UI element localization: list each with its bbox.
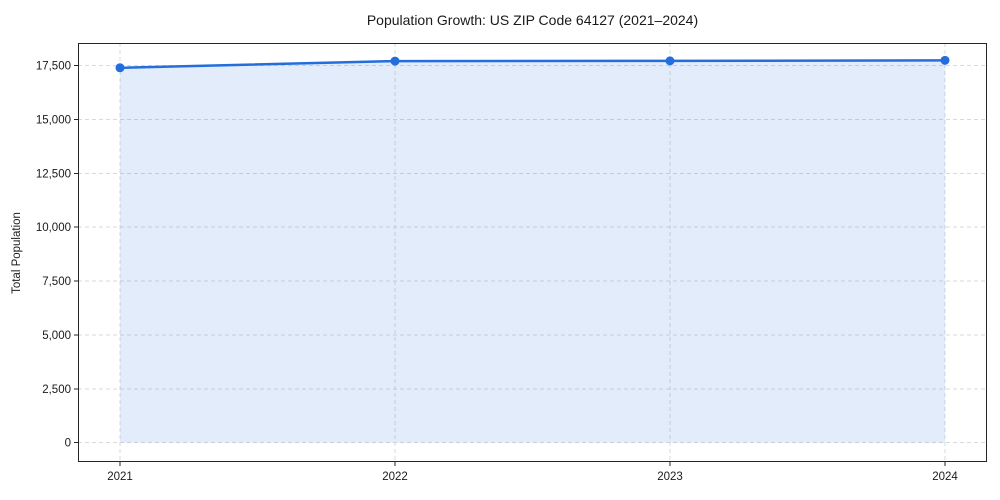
data-point-marker xyxy=(115,63,125,73)
data-point-marker xyxy=(940,55,950,65)
chart-title: Population Growth: US ZIP Code 64127 (20… xyxy=(366,12,699,28)
y-tick-label: 12,500 xyxy=(36,168,71,180)
y-tick-label: 0 xyxy=(65,438,71,450)
y-tick-label: 17,500 xyxy=(36,61,71,73)
y-tick-label: 10,000 xyxy=(36,222,71,234)
area-fill xyxy=(120,60,945,443)
x-tick-label: 2021 xyxy=(107,471,133,483)
data-point-marker xyxy=(665,56,675,66)
plot-background xyxy=(78,43,987,462)
y-tick-label: 5,000 xyxy=(42,330,71,342)
y-tick-label: 15,000 xyxy=(36,114,71,126)
data-point-marker xyxy=(390,56,400,66)
x-tick-label: 2023 xyxy=(657,471,683,483)
y-tick-label: 2,500 xyxy=(42,384,71,396)
x-tick-label: 2024 xyxy=(932,471,958,483)
y-tick-label: 7,500 xyxy=(42,276,71,288)
axes-frame xyxy=(78,43,987,462)
population-line xyxy=(118,59,947,70)
x-tick-label: 2022 xyxy=(382,471,408,483)
